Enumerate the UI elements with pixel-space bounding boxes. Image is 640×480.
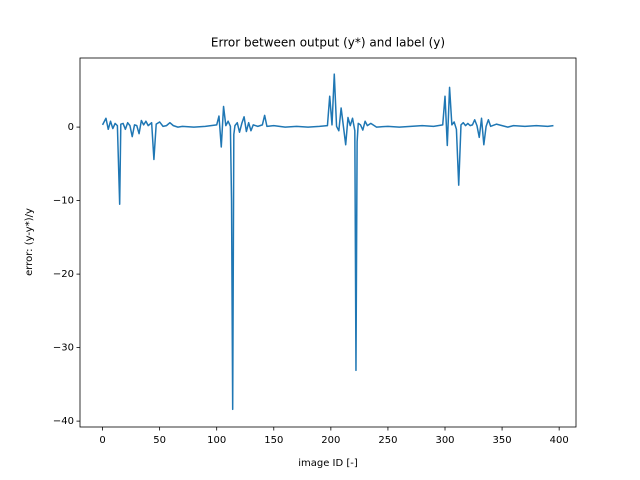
y-tick-label: 0 (68, 122, 74, 133)
data-line (101, 73, 554, 411)
y-tick-label: −40 (53, 416, 74, 427)
y-tick-label: −30 (53, 343, 74, 354)
x-tick-label: 150 (264, 435, 283, 446)
x-tick-label: 400 (550, 435, 569, 446)
x-tick-label: 300 (435, 435, 454, 446)
x-tick-label: 350 (493, 435, 512, 446)
x-tick-label: 0 (99, 435, 105, 446)
x-tick-label: 250 (378, 435, 397, 446)
plot-frame (79, 57, 577, 428)
x-tick-label: 100 (207, 435, 226, 446)
y-tick-label: −10 (53, 196, 74, 207)
x-tick-label: 200 (321, 435, 340, 446)
x-axis-label: image ID [-] (298, 458, 358, 469)
chart-title: Error between output (y*) and label (y) (211, 36, 445, 50)
y-axis-label: error: (y-y*)/y (24, 208, 35, 276)
x-tick-label: 50 (153, 435, 166, 446)
y-tick-label: −20 (53, 269, 74, 280)
